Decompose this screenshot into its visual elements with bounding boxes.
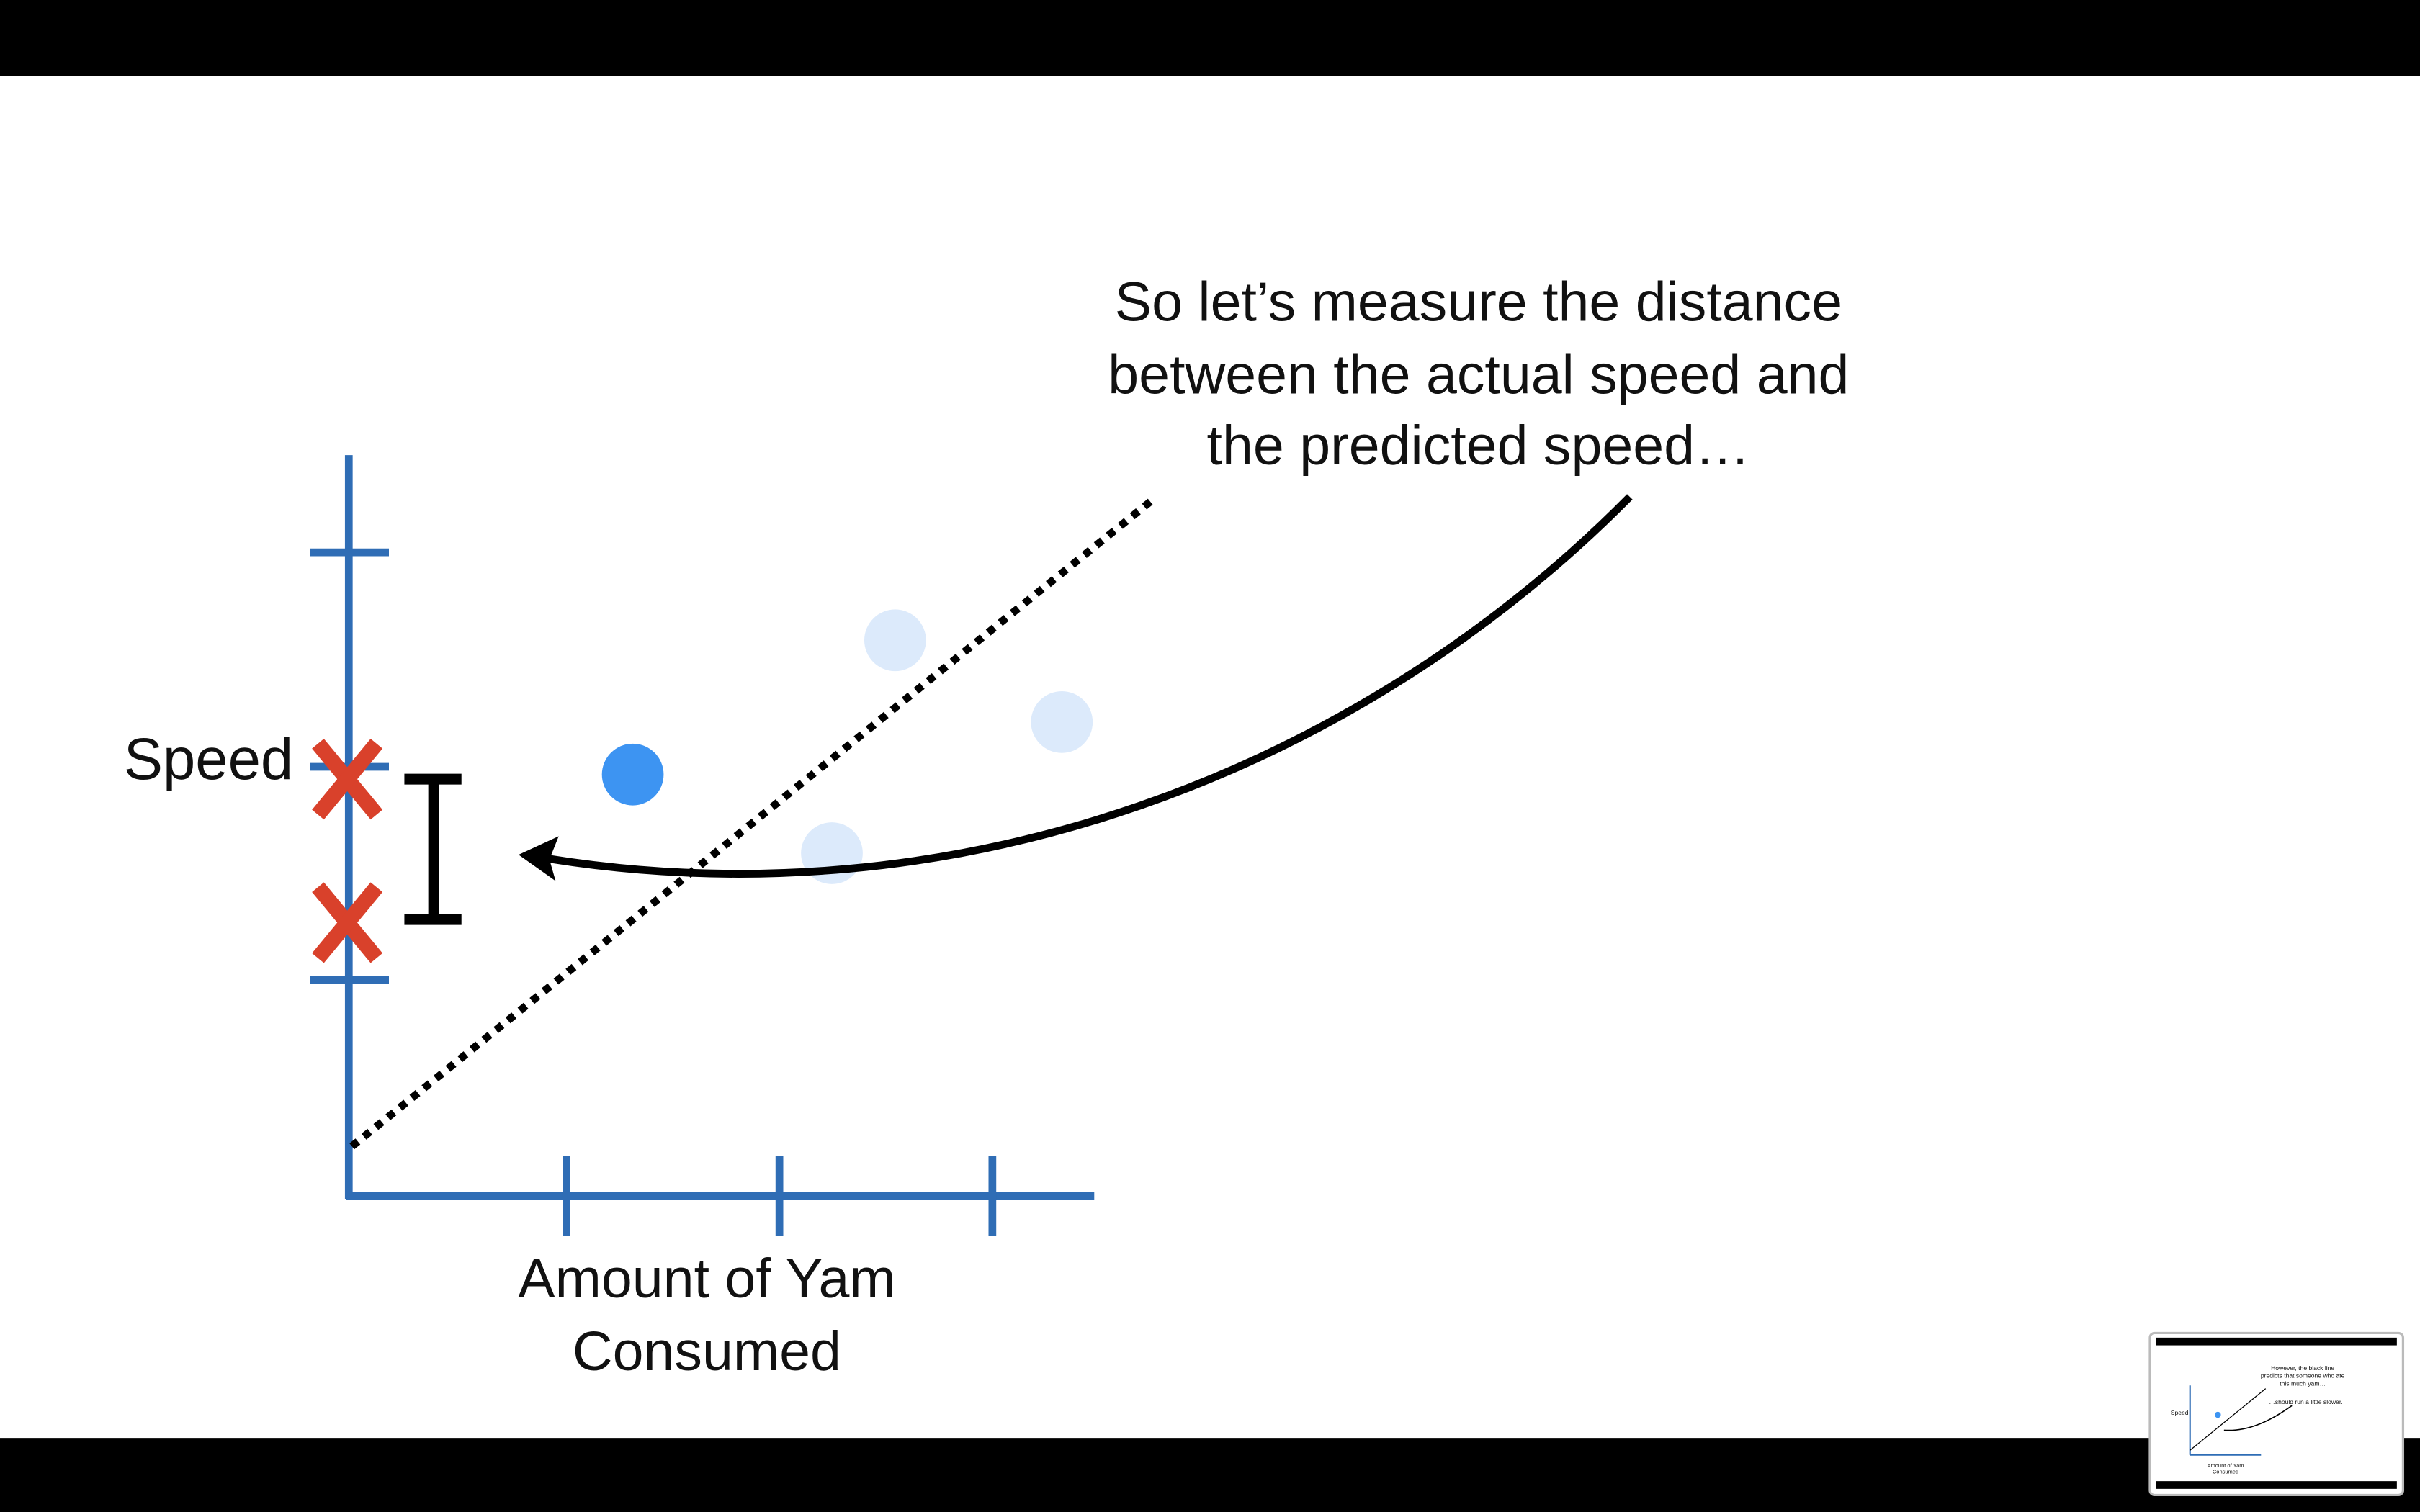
faded-point — [1031, 691, 1093, 753]
thumbnail-top-bar — [2156, 1337, 2397, 1346]
thumbnail-caption: predicts that someone who ate — [2261, 1372, 2345, 1380]
x-mark-stroke — [312, 739, 383, 820]
prediction-line — [349, 495, 1157, 1150]
thumbnail-x-label: Amount of Yam — [2208, 1462, 2244, 1469]
caption-line: So let’s measure the distance — [1115, 271, 1842, 333]
faded-point — [864, 609, 926, 672]
thumbnail-point — [2215, 1411, 2221, 1418]
thumbnail-caption: However, the black line — [2271, 1364, 2334, 1372]
caption-line: the predicted speed… — [1207, 415, 1751, 477]
thumbnail-y-label: Speed — [2171, 1409, 2189, 1416]
thumbnail-caption: this much yam… — [2280, 1380, 2326, 1387]
axes — [310, 455, 1095, 1236]
x-axis-label: Amount of Yam — [518, 1248, 895, 1310]
arrow-head — [519, 836, 559, 881]
thumbnail-x-label: Consumed — [2213, 1468, 2238, 1475]
top-bar — [0, 0, 2420, 76]
data-point — [601, 743, 664, 806]
thumbnail-arrow — [2223, 1405, 2293, 1431]
x-axis-label: Consumed — [573, 1320, 841, 1382]
y-axis-label: Speed — [124, 726, 293, 792]
caption-line: between the actual speed and — [1108, 343, 1849, 405]
thumbnail-bottom-bar — [2156, 1481, 2397, 1489]
thumbnail-note: …should run a little slower. — [2269, 1398, 2342, 1405]
thumbnail-line — [2190, 1388, 2267, 1451]
arrow — [542, 494, 1633, 878]
distance-bracket — [404, 773, 462, 925]
x-mark-stroke — [312, 882, 383, 963]
thumbnail[interactable]: However, the black line predicts that so… — [2148, 1331, 2405, 1497]
bottom-bar — [0, 1438, 2420, 1512]
x-marks — [312, 739, 383, 963]
